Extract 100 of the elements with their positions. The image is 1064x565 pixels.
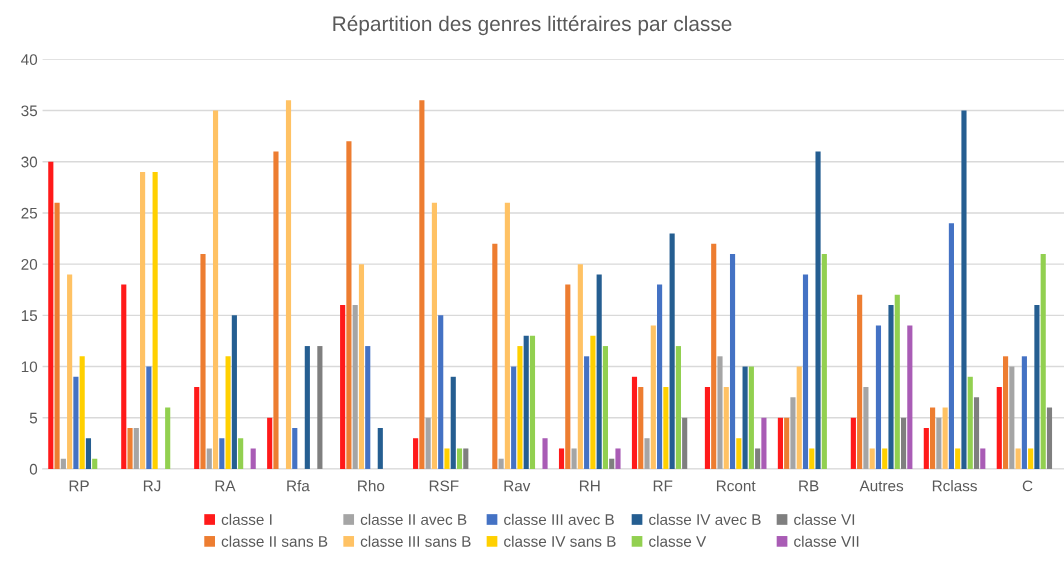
- x-tick-label: Rcont: [716, 480, 756, 492]
- bar: [377, 427, 383, 469]
- x-tick-label: Rclass: [932, 480, 977, 492]
- bar: [723, 387, 729, 469]
- y-tick-label: 5: [29, 412, 38, 424]
- bar: [419, 100, 425, 469]
- bar: [85, 438, 92, 469]
- bar: [225, 356, 231, 469]
- bar: [1034, 305, 1040, 469]
- bar: [815, 151, 821, 469]
- bar: [92, 458, 98, 469]
- bar: [48, 161, 54, 469]
- bar: [682, 417, 688, 469]
- bar: [425, 417, 431, 469]
- bar: [900, 417, 907, 469]
- x-tick-label: RSF: [429, 480, 459, 492]
- bar: [675, 346, 681, 469]
- bar: [615, 448, 621, 469]
- y-tick-label: 20: [21, 259, 38, 270]
- bar: [60, 458, 66, 469]
- bar: [444, 448, 450, 469]
- bar: [1015, 448, 1021, 469]
- bar: [809, 448, 815, 469]
- bar: [657, 284, 663, 469]
- bar: [850, 417, 856, 469]
- bar: [961, 110, 967, 469]
- bar: [212, 110, 219, 469]
- bar: [267, 417, 273, 469]
- legend-label: classe I: [221, 513, 272, 525]
- bar: [980, 448, 986, 469]
- bar: [165, 407, 171, 469]
- bar: [967, 376, 973, 469]
- y-tick-label: 40: [21, 54, 38, 66]
- bar: [317, 346, 323, 469]
- y-tick-label: 30: [21, 156, 38, 168]
- bar: [796, 366, 802, 469]
- bar: [863, 387, 869, 469]
- bar: [121, 284, 127, 469]
- x-tick-label: RJ: [143, 480, 161, 492]
- bar: [923, 427, 929, 469]
- bar: [942, 407, 948, 469]
- bar: [748, 366, 754, 469]
- bar: [152, 171, 158, 469]
- bar: [777, 417, 783, 469]
- legend-label: classe VI: [794, 513, 855, 525]
- bar: [669, 233, 675, 469]
- bar: [742, 366, 748, 469]
- bar: [1002, 356, 1009, 469]
- bar: [194, 387, 200, 469]
- bar: [784, 417, 790, 469]
- bar: [1009, 366, 1015, 469]
- bar: [523, 335, 529, 469]
- bar: [273, 151, 279, 469]
- bar: [146, 366, 152, 469]
- bar: [285, 100, 292, 469]
- bar: [882, 448, 888, 469]
- bar: [761, 417, 767, 469]
- bar: [571, 448, 577, 469]
- bar: [231, 315, 237, 469]
- bar: [250, 448, 256, 469]
- x-tick-label: Rho: [358, 480, 385, 492]
- y-tick-label: 0: [29, 463, 38, 475]
- bar: [431, 202, 437, 469]
- bar: [542, 438, 548, 469]
- bar: [894, 294, 900, 469]
- bar: [340, 305, 346, 469]
- bar: [1046, 407, 1053, 469]
- bar: [79, 356, 85, 469]
- bar: [948, 223, 954, 469]
- bar: [602, 346, 609, 469]
- y-tick-label: 10: [21, 361, 38, 373]
- x-tick-label: RP: [69, 480, 89, 492]
- bar: [365, 346, 371, 469]
- chart-title: Répartition des genres littéraires par classe: [333, 15, 732, 36]
- legend-label: classe IV avec B: [649, 513, 761, 525]
- bar: [821, 253, 827, 469]
- bar: [596, 274, 602, 469]
- bar: [644, 438, 650, 469]
- bar: [219, 438, 225, 469]
- legend-label: classe II sans B: [221, 535, 328, 547]
- bar: [73, 376, 79, 469]
- bar: [504, 202, 510, 469]
- bar: [352, 305, 358, 469]
- legend-label: classe IV sans B: [504, 535, 616, 547]
- bar: [704, 387, 711, 469]
- bar: [1028, 448, 1034, 469]
- x-tick-label: C: [1022, 480, 1033, 492]
- bar: [358, 264, 365, 469]
- bar: [907, 325, 913, 469]
- bar: [438, 315, 444, 469]
- legend-label: classe II avec B: [360, 513, 467, 525]
- bar: [955, 448, 961, 469]
- x-tick-label: RA: [215, 480, 236, 492]
- bar: [590, 335, 596, 469]
- bar: [996, 387, 1002, 469]
- bar: [492, 243, 498, 469]
- bar: [930, 407, 936, 469]
- bar: [463, 448, 469, 469]
- bar: [238, 438, 244, 469]
- bar: [711, 243, 717, 469]
